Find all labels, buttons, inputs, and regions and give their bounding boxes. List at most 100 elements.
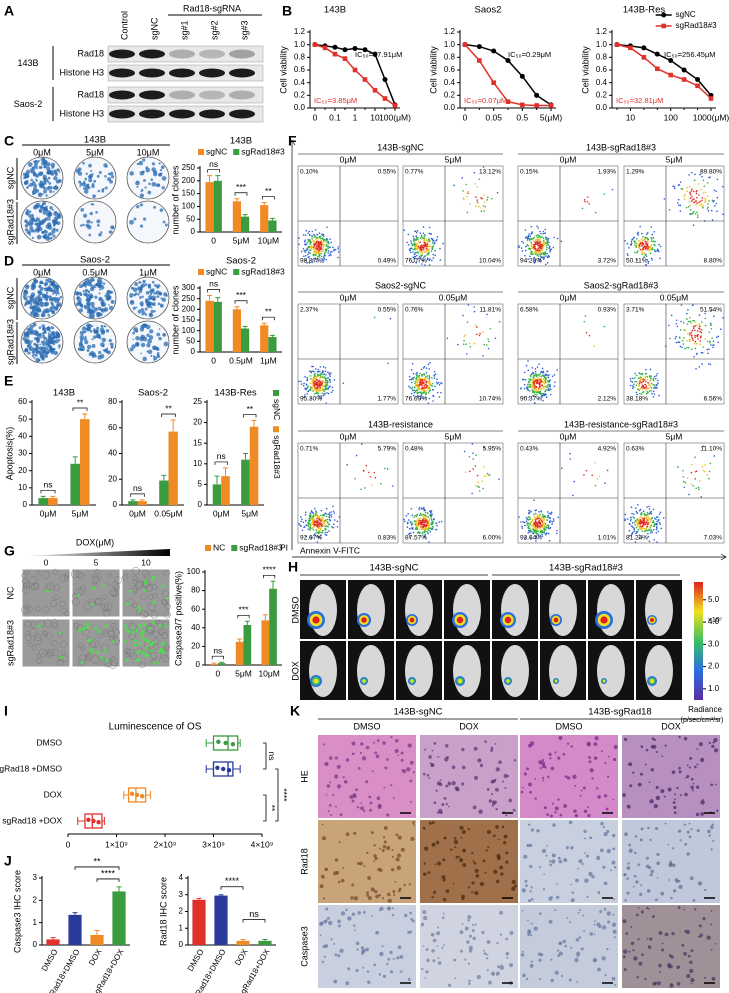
significance: ns [133,483,142,493]
significance-bracket [215,462,228,465]
event-dot [320,515,322,517]
colony [24,297,28,301]
quadrant-percent: 3.72% [598,258,617,265]
event-dot [722,214,724,216]
colony [30,179,33,182]
event-dot [544,528,546,530]
colony [79,342,83,346]
event-dot [705,191,707,193]
event-dot [306,230,308,232]
dose-label: 5μM [666,431,683,441]
event-dot [304,251,306,253]
bar [244,625,252,665]
event-dot [332,527,334,529]
event-dot [486,344,488,346]
event-dot [547,262,549,264]
event-dot [656,541,658,543]
event-dot [653,509,655,511]
event-dot [419,532,421,534]
colony [88,234,91,237]
event-dot [438,521,440,523]
event-dot [689,186,691,188]
event-dot [529,528,531,530]
event-dot [720,328,722,330]
event-dot [483,476,485,478]
significance: ns [209,279,218,289]
colony [85,336,87,338]
colony [55,297,58,300]
colony [52,219,55,222]
green-cell [100,657,103,660]
quadrant-percent: 51.54% [700,307,722,314]
event-dot [436,383,438,385]
event-dot [535,371,537,373]
event-dot [414,254,416,256]
colony [40,166,42,168]
event-dot [709,341,711,343]
significance: ns [44,480,53,490]
event-dot [646,376,648,378]
colony [158,337,161,340]
colony [110,343,113,346]
y-tick-label: 0.0 [596,103,608,112]
colony [44,218,46,220]
event-dot [319,532,321,534]
event-dot [329,238,331,240]
marker [615,42,620,47]
panel-letter: I [4,703,8,719]
event-dot [657,380,659,382]
event-dot [333,510,335,512]
event-dot [532,382,534,384]
colony [162,186,165,189]
event-dot [639,528,641,530]
event-dot [644,246,646,248]
ic50-label: IC₅₀=17.91μM [355,50,402,59]
quadrant-percent: 11.10% [700,446,722,453]
event-dot [717,342,719,344]
event-dot [477,482,479,484]
colony [47,326,51,330]
event-dot [418,518,420,520]
event-dot [423,232,425,234]
colony [90,212,93,215]
event-dot [644,524,646,526]
colony [148,350,153,355]
event-dot [627,243,629,245]
colony [161,165,165,169]
axis-arrow [289,140,295,550]
event-dot [542,400,544,402]
point-deco [227,768,231,772]
event-dot [327,371,329,373]
event-dot [695,213,697,215]
green-cell [105,625,108,628]
colony [133,327,138,332]
colony [107,177,111,181]
colony [40,205,43,208]
colony [103,188,105,190]
event-dot [543,238,545,240]
event-dot [657,382,659,384]
colony [24,304,26,306]
event-dot [431,513,433,515]
colony [100,308,103,311]
colony [33,305,36,308]
event-dot [524,255,526,257]
colony [103,163,107,167]
event-dot [637,383,639,385]
event-dot [531,379,533,381]
event-dot [644,518,646,520]
event-dot [426,372,428,374]
event-dot [527,360,529,362]
colony [23,176,26,179]
event-dot [311,511,313,513]
event-dot [646,385,648,387]
event-dot [429,258,431,260]
event-dot [321,532,323,534]
event-dot [436,378,438,380]
event-dot [642,392,644,394]
legend-label: sgRad18#3 [676,21,717,30]
y-tick-label: 0 [179,940,184,949]
event-dot [524,525,526,527]
event-dot [325,380,327,382]
event-dot [312,522,314,524]
